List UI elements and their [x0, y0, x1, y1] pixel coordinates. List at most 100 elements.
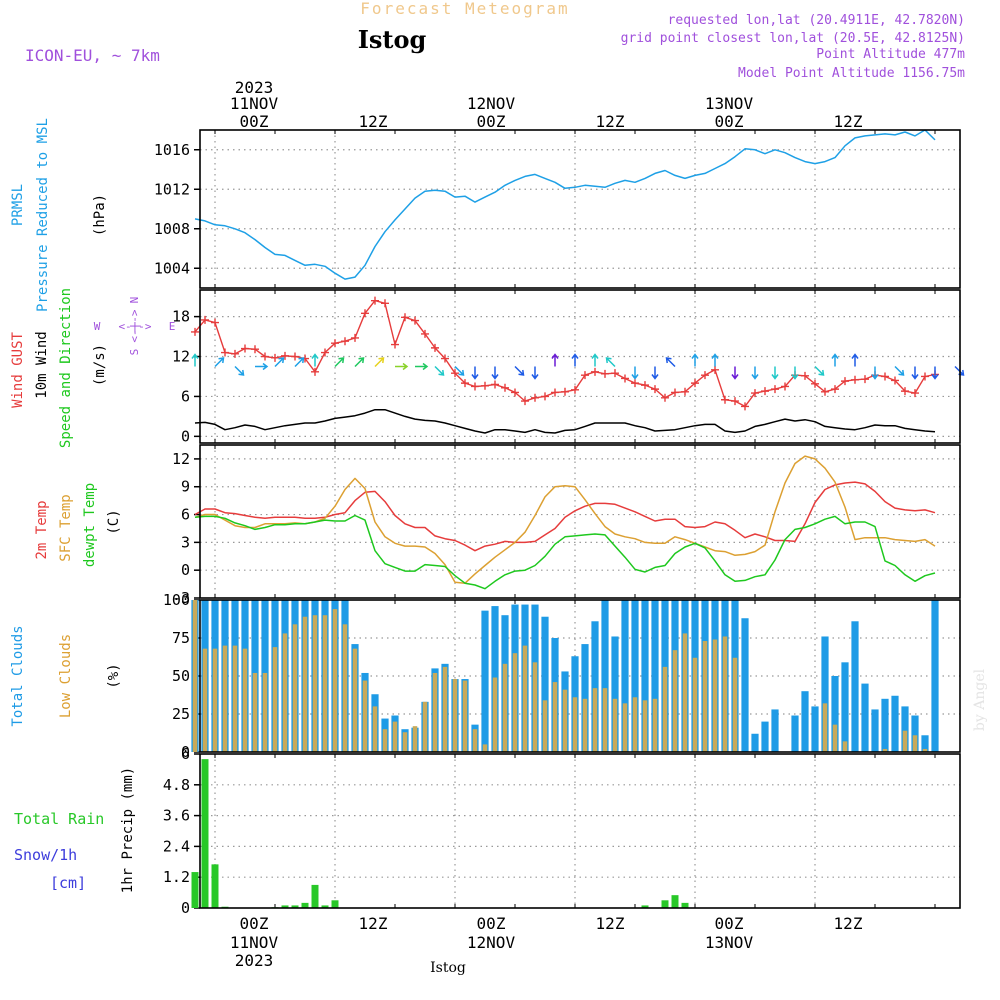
gust-marker: [221, 348, 229, 357]
compass-rose: N S W E <-|-> <-|->: [94, 297, 176, 356]
low-cloud-bar: [582, 698, 588, 752]
wind-ytick-label: 18: [172, 308, 190, 326]
total-cloud-bar: [541, 616, 549, 752]
wind-label-1: Wind GUST: [10, 332, 26, 408]
clouds-ytick-label: 0: [181, 743, 190, 761]
low-cloud-bar: [462, 680, 468, 752]
footer-station: Istog: [430, 960, 466, 976]
low-cloud-bar: [732, 657, 738, 752]
wind-arrow: [771, 366, 779, 380]
low-cloud-bar: [392, 721, 398, 752]
low-cloud-bar: [362, 680, 368, 752]
gust-marker: [411, 316, 419, 325]
wind-arrow: [255, 362, 269, 371]
wind-label-2: 10m Wind: [34, 331, 50, 398]
rain-bar: [681, 902, 689, 908]
low-cloud-bar: [562, 689, 568, 752]
rain-bar: [201, 759, 209, 908]
gust-marker: [641, 381, 649, 390]
low-cloud-bar: [612, 698, 618, 752]
gust-marker: [581, 371, 589, 380]
low-cloud-bar: [352, 648, 358, 752]
gust-marker: [211, 318, 219, 327]
total-cloud-bar: [631, 600, 639, 752]
wind-background: [200, 290, 960, 443]
gust-marker: [561, 387, 569, 396]
gust-marker: [901, 387, 909, 396]
low-cloud-bar: [632, 697, 638, 752]
top-date-2: 12NOV: [467, 94, 516, 113]
gust-marker: [461, 379, 469, 388]
total-cloud-bar: [801, 691, 809, 752]
low-cloud-bar: [302, 616, 308, 752]
low-cloud-bar: [372, 706, 378, 752]
gust-marker: [291, 352, 299, 361]
gust-marker: [631, 379, 639, 388]
pressure-ytick-label: 1016: [154, 141, 190, 159]
rain-bar: [291, 905, 299, 908]
low-cloud-bar: [442, 666, 448, 752]
temp-panel: -3 0 3 6 9 12: [172, 444, 961, 607]
low-cloud-bar: [692, 657, 698, 752]
low-cloud-bar: [402, 732, 408, 752]
gust-marker: [241, 344, 249, 353]
gust-marker: [841, 377, 849, 386]
gust-marker: [261, 352, 269, 361]
pressure-label-1: PRMSL: [10, 184, 26, 226]
pressure-labels: PRMSL Pressure Reduced to MSL (hPa): [10, 118, 108, 312]
total-cloud-bar: [861, 683, 869, 752]
temp-border: [199, 444, 961, 599]
rain-bar: [671, 895, 679, 908]
clouds-ytick-label: 100: [163, 591, 190, 609]
wind-arrow: [894, 365, 905, 376]
credit-watermark: by Angel: [972, 668, 988, 731]
gust-marker: [531, 393, 539, 402]
top-hour-6: 12Z: [834, 112, 863, 131]
low-cloud-bar: [212, 648, 218, 752]
bottom-hour-1: 00Z: [240, 914, 269, 933]
compass-w: W: [94, 320, 101, 333]
low-cloud-bar: [192, 600, 198, 752]
rain-bar: [281, 905, 289, 908]
low-cloud-bar: [322, 615, 328, 752]
clouds-ytick-label: 50: [172, 667, 190, 685]
low-cloud-bar: [882, 748, 888, 752]
gust-marker: [231, 349, 239, 358]
temp-background: [200, 445, 960, 598]
wind-arrow: [434, 365, 445, 376]
precip-ytick-label: 3.6: [163, 807, 190, 825]
total-cloud-bar: [621, 600, 629, 752]
temp-label-3: dewpt Temp: [82, 483, 98, 567]
gust-marker: [731, 397, 739, 406]
precip-ytick-label: 2.4: [163, 837, 190, 855]
wind-arrow: [651, 366, 659, 380]
precip-ytick-label: 6: [181, 745, 190, 763]
temp-ytick-label: -3: [172, 589, 190, 607]
low-cloud-bar: [652, 698, 658, 752]
gust-marker: [701, 371, 709, 380]
wind-ytick-label: 0: [181, 427, 190, 445]
total-cloud-bar: [931, 600, 939, 752]
total-cloud-bar: [881, 698, 889, 752]
total-cloud-bar: [911, 715, 919, 752]
gust-marker: [511, 388, 519, 397]
precip-labels: Total Rain Snow/1h [cm] 1hr Precip (mm): [14, 767, 136, 893]
wind-arrow: [531, 366, 539, 380]
top-hour-2: 12Z: [359, 112, 388, 131]
gust-marker: [401, 313, 409, 322]
temp-label-2: SFC Temp: [58, 494, 74, 561]
low-cloud-bar: [282, 633, 288, 752]
gust-marker: [321, 348, 329, 357]
pressure-background: [200, 130, 960, 288]
gust-marker: [861, 375, 869, 384]
total-cloud-bar: [601, 600, 609, 752]
total-cloud-bar: [751, 733, 759, 752]
gust-marker: [501, 383, 509, 392]
top-hour-4: 12Z: [596, 112, 625, 131]
clouds-ytick-label: 25: [172, 705, 190, 723]
top-date-3: 13NOV: [705, 94, 754, 113]
temp-ytick-label: 0: [181, 561, 190, 579]
low-cloud-bar: [662, 666, 668, 752]
low-cloud-bar: [722, 636, 728, 752]
gust-marker: [361, 309, 369, 318]
